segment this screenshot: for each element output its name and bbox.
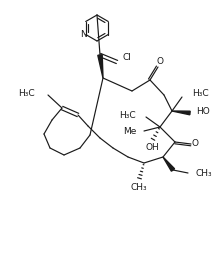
Text: HO: HO xyxy=(196,107,210,116)
Text: N: N xyxy=(80,30,87,39)
Polygon shape xyxy=(172,111,190,115)
Text: Me: Me xyxy=(123,126,136,135)
Text: CH₃: CH₃ xyxy=(131,182,147,191)
Text: H₃C: H₃C xyxy=(18,88,35,97)
Text: O: O xyxy=(157,58,163,67)
Text: H₃C: H₃C xyxy=(119,111,136,120)
Text: Cl: Cl xyxy=(123,52,131,61)
Text: OH: OH xyxy=(145,142,159,151)
Text: O: O xyxy=(192,140,198,149)
Text: CH₃: CH₃ xyxy=(196,169,213,178)
Text: H₃C: H₃C xyxy=(192,89,209,98)
Polygon shape xyxy=(163,157,175,171)
Polygon shape xyxy=(98,55,103,78)
